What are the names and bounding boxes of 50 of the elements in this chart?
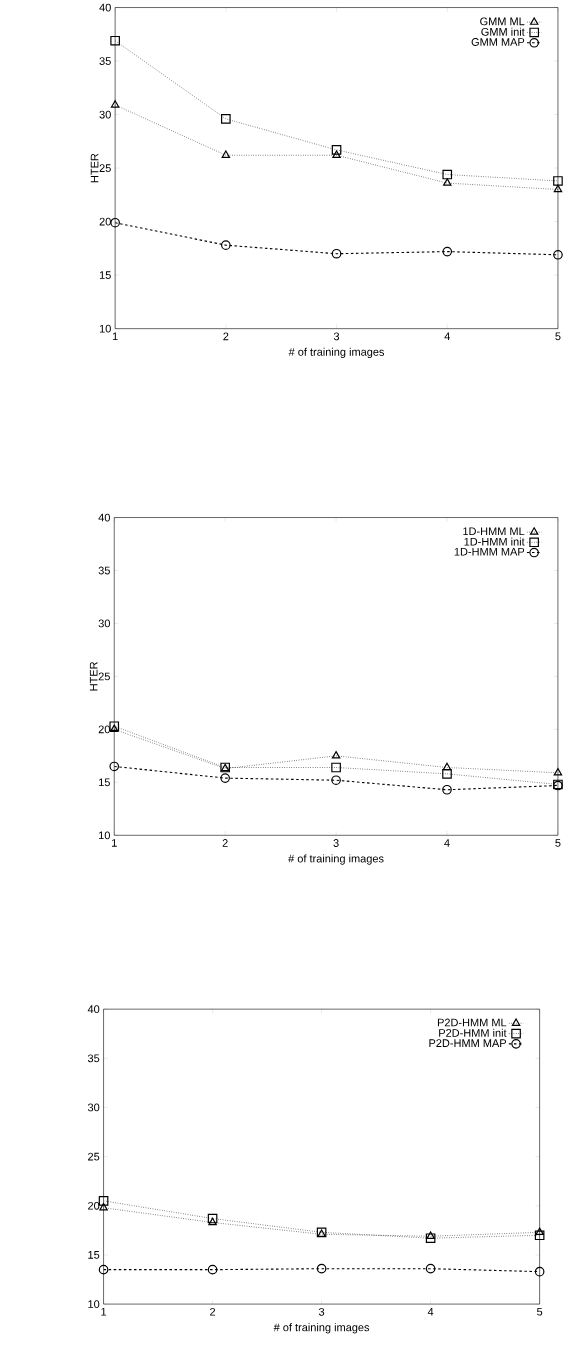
legend-label: 1D-HMM init <box>464 537 525 546</box>
x-tick-label: 5 <box>555 332 561 341</box>
legend-label: 1D-HMM MAP <box>454 547 525 556</box>
y-tick-label: 20 <box>88 1201 100 1210</box>
x-tick-label: 2 <box>222 839 228 847</box>
x-tick-label: 4 <box>427 1307 434 1316</box>
legend-label: GMM ML <box>480 17 525 26</box>
x-axis-title: # of training images <box>273 1323 370 1334</box>
x-tick-label: 3 <box>319 1307 325 1316</box>
y-tick-label: 30 <box>88 1103 100 1112</box>
x-tick-label: 5 <box>537 1307 543 1316</box>
x-axis-title: # of training images <box>288 347 385 359</box>
y-tick-label: 25 <box>98 672 111 681</box>
x-tick-label: 3 <box>333 839 339 847</box>
y-tick-label: 25 <box>99 164 111 172</box>
legend-label: GMM MAP <box>471 38 525 46</box>
y-tick-label: 25 <box>88 1152 100 1161</box>
x-tick-label: 2 <box>223 332 229 341</box>
y-tick-label: 15 <box>100 271 111 279</box>
legend-label: GMM init <box>481 27 525 36</box>
y-tick-label: 40 <box>98 513 111 522</box>
x-axis-title: # of training images <box>288 854 384 865</box>
x-tick-label: 4 <box>444 839 450 847</box>
legend-label: P2D-HMM init <box>439 1028 507 1037</box>
y-tick-label: 40 <box>99 3 112 12</box>
legend-label: P2D-HMM MAP <box>429 1039 507 1047</box>
y-tick-label: 10 <box>100 324 112 333</box>
legend-label: P2D-HMM ML <box>438 1018 507 1027</box>
y-tick-label: 20 <box>98 725 111 734</box>
x-tick-label: 4 <box>444 332 451 341</box>
y-tick-label: 35 <box>99 57 111 65</box>
x-tick-label: 1 <box>101 1307 107 1316</box>
x-tick-label: 1 <box>113 332 118 341</box>
y-tick-label: 30 <box>99 110 112 119</box>
legend-label: 1D-HMM ML <box>463 527 525 535</box>
x-tick-label: 3 <box>334 332 340 341</box>
y-tick-label: 15 <box>99 778 111 787</box>
y-tick-label: 35 <box>88 1054 100 1063</box>
y-tick-label: 10 <box>88 1300 100 1308</box>
y-axis-title: HTER <box>90 153 99 183</box>
y-axis-title: HTER <box>90 661 98 691</box>
x-tick-label: 2 <box>210 1307 216 1316</box>
y-tick-label: 40 <box>87 1005 100 1014</box>
x-tick-label: 5 <box>555 839 561 847</box>
y-tick-label: 35 <box>98 566 111 575</box>
y-tick-label: 30 <box>98 619 111 628</box>
y-tick-label: 10 <box>99 831 111 840</box>
y-tick-label: 15 <box>88 1251 100 1259</box>
y-tick-label: 20 <box>99 217 112 226</box>
x-tick-label: 1 <box>112 839 117 847</box>
